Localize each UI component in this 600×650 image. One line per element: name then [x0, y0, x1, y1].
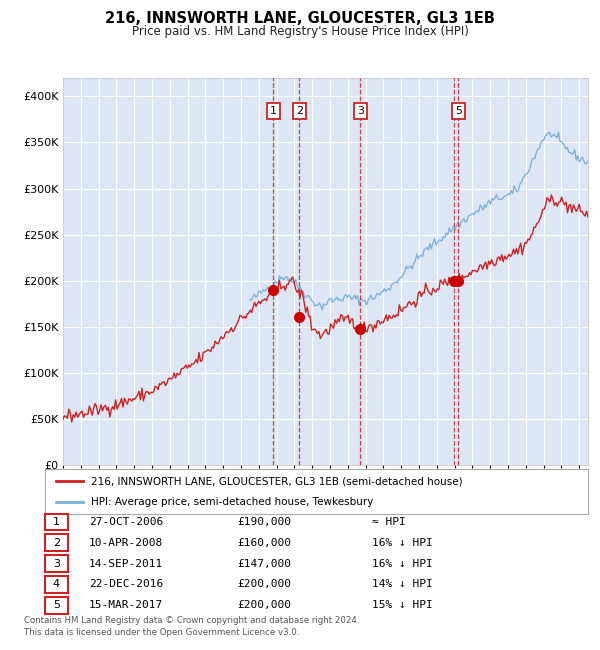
- Text: 2: 2: [53, 538, 60, 548]
- Text: 2: 2: [296, 106, 303, 116]
- Text: 216, INNSWORTH LANE, GLOUCESTER, GL3 1EB (semi-detached house): 216, INNSWORTH LANE, GLOUCESTER, GL3 1EB…: [91, 476, 463, 486]
- Text: 3: 3: [357, 106, 364, 116]
- Text: 1: 1: [270, 106, 277, 116]
- Text: 5: 5: [53, 600, 60, 610]
- Text: 27-OCT-2006: 27-OCT-2006: [89, 517, 163, 527]
- Text: 1: 1: [53, 517, 60, 527]
- Text: 15% ↓ HPI: 15% ↓ HPI: [372, 600, 433, 610]
- Text: £190,000: £190,000: [237, 517, 291, 527]
- Text: 16% ↓ HPI: 16% ↓ HPI: [372, 558, 433, 569]
- Text: 15-MAR-2017: 15-MAR-2017: [89, 600, 163, 610]
- Text: 216, INNSWORTH LANE, GLOUCESTER, GL3 1EB: 216, INNSWORTH LANE, GLOUCESTER, GL3 1EB: [105, 11, 495, 26]
- Text: 10-APR-2008: 10-APR-2008: [89, 538, 163, 548]
- Text: £147,000: £147,000: [237, 558, 291, 569]
- Text: £200,000: £200,000: [237, 579, 291, 590]
- Text: Price paid vs. HM Land Registry's House Price Index (HPI): Price paid vs. HM Land Registry's House …: [131, 25, 469, 38]
- Text: 14-SEP-2011: 14-SEP-2011: [89, 558, 163, 569]
- Text: 3: 3: [53, 558, 60, 569]
- Text: This data is licensed under the Open Government Licence v3.0.: This data is licensed under the Open Gov…: [24, 628, 299, 637]
- Text: 14% ↓ HPI: 14% ↓ HPI: [372, 579, 433, 590]
- Text: HPI: Average price, semi-detached house, Tewkesbury: HPI: Average price, semi-detached house,…: [91, 497, 374, 506]
- Text: 5: 5: [455, 106, 462, 116]
- Text: Contains HM Land Registry data © Crown copyright and database right 2024.: Contains HM Land Registry data © Crown c…: [24, 616, 359, 625]
- Text: 16% ↓ HPI: 16% ↓ HPI: [372, 538, 433, 548]
- Text: 4: 4: [53, 579, 60, 590]
- Text: 22-DEC-2016: 22-DEC-2016: [89, 579, 163, 590]
- Text: ≈ HPI: ≈ HPI: [372, 517, 406, 527]
- Text: £160,000: £160,000: [237, 538, 291, 548]
- Text: £200,000: £200,000: [237, 600, 291, 610]
